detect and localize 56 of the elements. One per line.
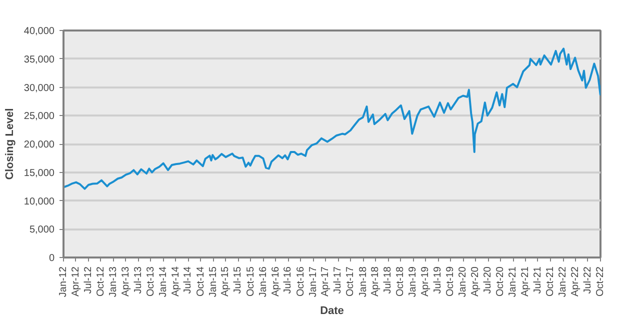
x-tick-label: Jan-21 [508, 266, 519, 298]
x-tick-label: Apr-13 [120, 266, 132, 297]
x-tick-label: Oct-22 [595, 266, 606, 297]
x-tick-label: Jan-18 [358, 266, 369, 298]
x-tick-label: Oct-13 [145, 266, 156, 297]
x-tick-label: Jan-15 [208, 266, 219, 298]
x-tick-label: Apr-12 [70, 266, 82, 297]
x-tick-label: Jul-12 [82, 266, 94, 294]
x-tick-label: Jan-16 [258, 266, 269, 298]
x-tick-label: Jan-13 [108, 266, 120, 298]
x-tick-label: Oct-15 [245, 266, 256, 297]
x-tick-label: Oct-16 [295, 266, 306, 297]
x-tick-label: Oct-14 [195, 266, 206, 297]
x-tick-label: Jan-17 [308, 266, 319, 298]
y-tick-label: 25,000 [24, 111, 55, 122]
x-tick-label: Jul-19 [432, 266, 444, 294]
x-tick-label: Apr-21 [520, 266, 532, 297]
x-tick-label: Oct-12 [95, 266, 106, 297]
x-tick-label: Jan-20 [458, 266, 469, 298]
x-tick-label: Jul-14 [182, 266, 194, 294]
x-tick-label: Apr-18 [370, 266, 382, 297]
x-tick-label: Jul-13 [132, 266, 144, 294]
y-tick-label: 15,000 [24, 168, 55, 179]
x-tick-label: Jul-16 [282, 266, 294, 294]
y-tick-label: 0 [48, 253, 55, 264]
x-tick-label: Jan-14 [158, 266, 169, 298]
x-tick-label: Apr-20 [470, 266, 482, 297]
x-tick-label: Oct-19 [445, 266, 456, 297]
x-tick-label: Jul-22 [582, 266, 594, 294]
x-tick-label: Oct-18 [395, 266, 406, 297]
y-axis-title: Closing Level [4, 108, 16, 180]
x-tick-label: Jul-21 [532, 266, 544, 294]
y-tick-label: 10,000 [24, 196, 55, 208]
y-tick-label: 35,000 [24, 54, 55, 66]
y-tick-label: 20,000 [24, 140, 55, 150]
x-tick-label: Oct-20 [495, 266, 506, 297]
y-tick-label: 30,000 [24, 82, 55, 94]
x-axis-title: Date [320, 305, 344, 318]
line-series [64, 48, 600, 190]
x-tick-label: Jan-12 [58, 266, 69, 298]
x-tick-label: Jan-19 [408, 266, 419, 298]
x-tick-label: Oct-17 [345, 266, 356, 297]
y-tick-label: 5,000 [29, 224, 55, 236]
x-tick-label: Jul-17 [332, 266, 344, 294]
x-tick-label: Apr-19 [420, 266, 432, 297]
x-tick-label: Apr-17 [320, 266, 332, 297]
x-tick-label: Apr-22 [570, 266, 581, 297]
x-tick-label: Apr-15 [220, 266, 232, 297]
x-tick-label: Jan-22 [558, 266, 569, 298]
x-tick-label: Apr-16 [270, 266, 282, 297]
x-tick-label: Apr-14 [170, 266, 182, 297]
y-tick-label: 40,000 [24, 26, 55, 37]
x-tick-label: Jul-15 [232, 266, 244, 294]
x-tick-label: Jul-20 [482, 266, 494, 294]
x-tick-label: Jul-18 [382, 266, 394, 294]
x-tick-label: Oct-21 [545, 266, 556, 297]
